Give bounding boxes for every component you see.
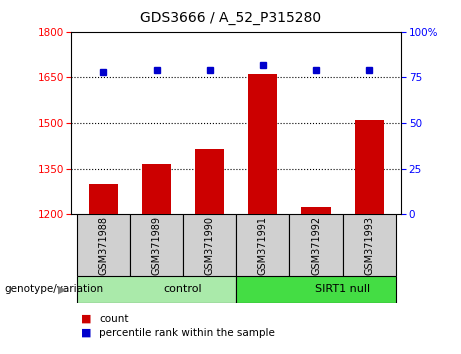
Text: GSM371992: GSM371992 xyxy=(311,216,321,275)
Bar xyxy=(142,164,171,214)
Text: GDS3666 / A_52_P315280: GDS3666 / A_52_P315280 xyxy=(140,11,321,25)
Bar xyxy=(183,214,236,276)
Bar xyxy=(236,214,290,276)
Text: GSM371993: GSM371993 xyxy=(364,216,374,275)
Text: GSM371991: GSM371991 xyxy=(258,216,268,275)
Text: count: count xyxy=(99,314,129,324)
Bar xyxy=(355,120,384,214)
Text: ■: ■ xyxy=(81,314,91,324)
Bar xyxy=(236,276,396,303)
Text: percentile rank within the sample: percentile rank within the sample xyxy=(99,328,275,338)
Text: control: control xyxy=(164,284,202,295)
Text: ■: ■ xyxy=(81,328,91,338)
Text: GSM371990: GSM371990 xyxy=(205,216,215,275)
Bar xyxy=(77,276,236,303)
Bar xyxy=(130,214,183,276)
Bar xyxy=(195,149,225,214)
Bar xyxy=(301,207,331,214)
Text: SIRT1 null: SIRT1 null xyxy=(315,284,370,295)
Bar xyxy=(290,214,343,276)
Text: GSM371988: GSM371988 xyxy=(98,216,108,275)
Bar xyxy=(343,214,396,276)
Text: genotype/variation: genotype/variation xyxy=(5,284,104,295)
Text: GSM371989: GSM371989 xyxy=(152,216,161,275)
Bar xyxy=(77,214,130,276)
Bar xyxy=(248,74,278,214)
Text: ▶: ▶ xyxy=(59,284,67,295)
Bar xyxy=(89,184,118,214)
